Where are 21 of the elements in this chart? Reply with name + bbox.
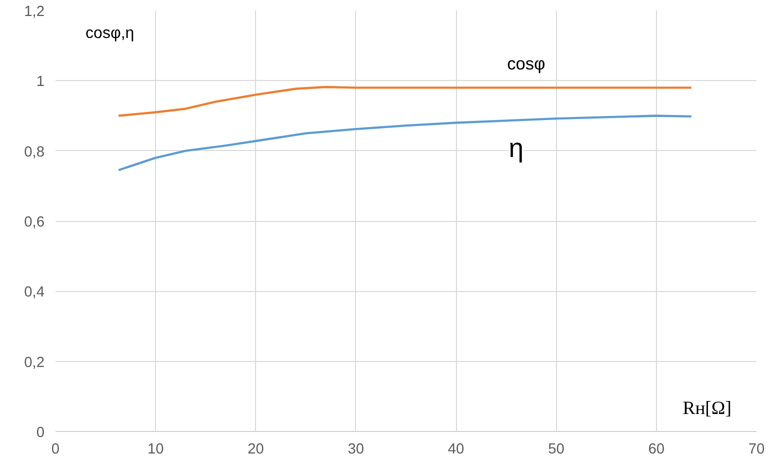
y-tick-label: 0,6 [24,214,44,230]
y-tick-label: 0,8 [24,144,44,160]
series-label: cosφ [507,54,546,74]
x-tick-label: 0 [51,442,60,458]
x-axis-title: Rн[Ω] [682,398,732,420]
x-tick-label: 40 [448,442,464,458]
x-tick-label: 50 [548,442,564,458]
y-tick-label: 1,2 [24,4,44,20]
series-label: η [508,133,524,164]
x-tick-label: 70 [748,442,765,458]
x-tick-label: 10 [147,442,164,458]
y-tick-label: 0 [36,425,45,441]
y-axis-title: cosφ,η [86,25,134,42]
line-series [117,86,693,117]
y-tick-label: 0,2 [24,354,44,371]
y-tick-label: 0,4 [24,284,44,301]
x-tick-label: 30 [348,442,364,458]
y-tick-label: 1 [36,74,45,90]
line-series [117,114,693,172]
x-tick-label: 60 [648,442,665,458]
x-tick-label: 20 [248,442,264,458]
